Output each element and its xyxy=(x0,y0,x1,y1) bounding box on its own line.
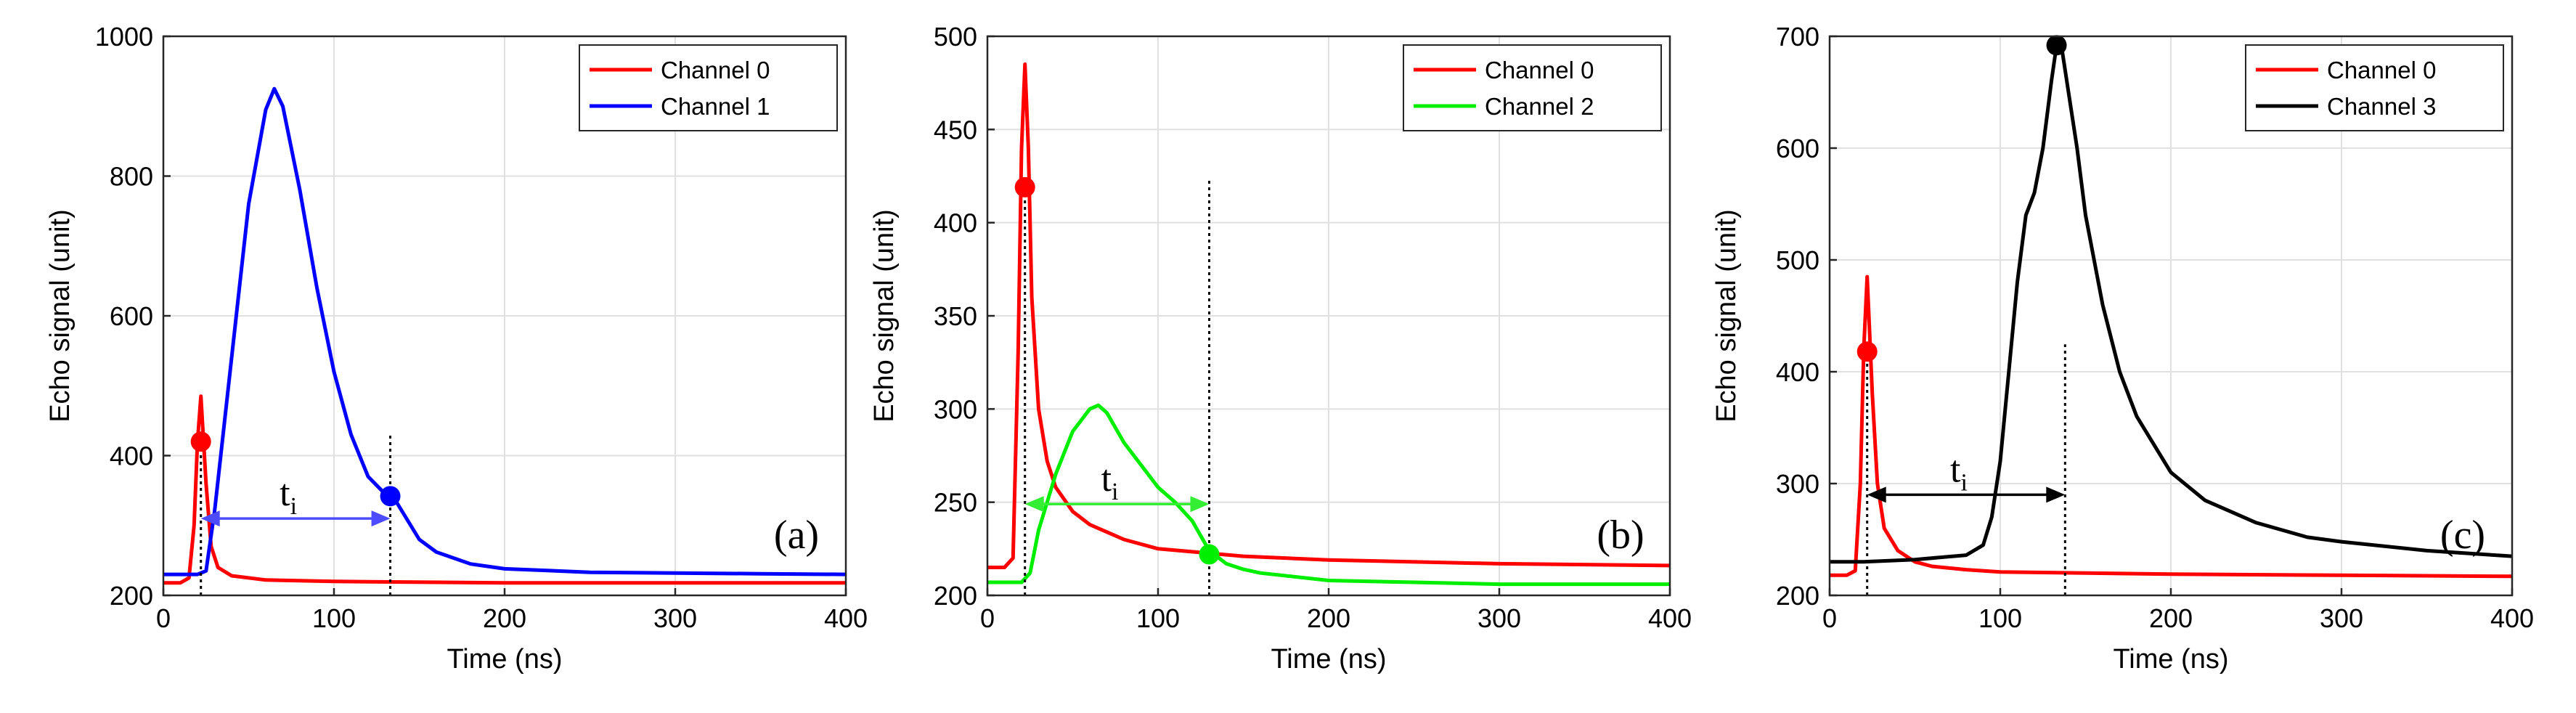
y-tick-label: 200 xyxy=(1776,581,1819,611)
y-tick-label: 450 xyxy=(934,115,977,144)
chart-panel-b: ti 0 100 200 300 400 200 250 300 350 400 450 500 Time… xyxy=(869,22,1692,675)
peak-marker-channel-1 xyxy=(380,486,401,507)
ti-label-main: t xyxy=(280,473,290,514)
panel-label: (c) xyxy=(2440,513,2485,558)
y-tick-label: 700 xyxy=(1776,22,1819,52)
x-tick-label: 200 xyxy=(483,603,526,633)
peak-marker-channel-0 xyxy=(1856,341,1878,362)
y-axis-label: Echo signal (unit) xyxy=(869,209,900,423)
chart-panel-c: ti 0 100 200 300 400 200 300 400 500 600 700 Time (n… xyxy=(1711,22,2534,675)
y-tick-label: 400 xyxy=(1776,357,1819,387)
ti-arrow-head-left xyxy=(1867,486,1886,503)
y-tick-label: 800 xyxy=(110,162,153,192)
peak-marker-channel-3 xyxy=(2046,35,2067,56)
x-tick-label: 200 xyxy=(2149,603,2193,633)
x-tick-label: 400 xyxy=(1648,603,1692,633)
x-tick-label: 0 xyxy=(156,603,171,633)
x-tick-label: 0 xyxy=(1822,603,1837,633)
y-tick-label: 300 xyxy=(934,394,977,424)
y-tick-label: 350 xyxy=(934,301,977,331)
y-tick-label: 400 xyxy=(934,208,977,238)
y-tick-label: 250 xyxy=(934,488,977,518)
peak-marker-channel-0 xyxy=(1014,176,1035,197)
ti-label-subscript: i xyxy=(1112,478,1118,505)
chart-panel-a: ti 0 100 200 300 400 200 400 600 800 1000 Time (ns)… xyxy=(45,22,868,675)
y-tick-label: 600 xyxy=(110,301,153,331)
series-line-channel-0 xyxy=(987,62,1671,569)
x-tick-label: 300 xyxy=(1477,603,1521,633)
ti-arrow-head-left xyxy=(1024,496,1044,513)
ti-label: ti xyxy=(1101,458,1119,505)
peak-marker-channel-2 xyxy=(1199,544,1220,565)
y-tick-label: 600 xyxy=(1776,134,1819,163)
y-tick-label: 1000 xyxy=(95,22,153,52)
x-tick-label: 400 xyxy=(2490,603,2534,633)
x-tick-label: 300 xyxy=(2320,603,2363,633)
x-tick-label: 400 xyxy=(824,603,868,633)
y-axis-label: Echo signal (unit) xyxy=(1711,209,1742,423)
ti-label: ti xyxy=(1950,449,1968,496)
y-axis-label: Echo signal (unit) xyxy=(45,209,76,423)
series-line-channel-1 xyxy=(163,86,847,576)
peak-marker-channel-0 xyxy=(190,431,211,452)
series-line-channel-2 xyxy=(987,403,1670,587)
ti-arrow-head-right xyxy=(1190,496,1210,513)
ti-arrow-head-right xyxy=(371,510,391,527)
x-axis-label: Time (ns) xyxy=(2113,644,2228,675)
ti-arrow-head-left xyxy=(200,510,220,527)
x-axis-label: Time (ns) xyxy=(1271,644,1386,675)
y-tick-label: 200 xyxy=(934,581,977,611)
x-tick-label: 100 xyxy=(312,603,356,633)
x-tick-label: 100 xyxy=(1136,603,1180,633)
x-tick-label: 0 xyxy=(980,603,995,633)
legend-entry: Channel 0 xyxy=(1485,57,1594,83)
ti-label-main: t xyxy=(1950,449,1961,490)
legend-entry: Channel 2 xyxy=(1485,93,1594,120)
y-tick-label: 200 xyxy=(110,581,153,611)
panel-label: (a) xyxy=(774,513,819,558)
x-tick-label: 200 xyxy=(1307,603,1350,633)
ti-label-main: t xyxy=(1101,458,1112,500)
panel-label: (b) xyxy=(1597,513,1644,558)
x-tick-label: 300 xyxy=(653,603,697,633)
x-tick-label: 100 xyxy=(1978,603,2022,633)
legend-box xyxy=(579,44,838,131)
y-tick-label: 300 xyxy=(1776,469,1819,499)
x-axis-label: Time (ns) xyxy=(447,644,562,675)
series-line-channel-0 xyxy=(1830,274,2513,579)
legend-box xyxy=(2245,44,2504,131)
legend-box xyxy=(1403,44,1662,131)
y-tick-label: 500 xyxy=(934,22,977,52)
ti-arrow-head-right xyxy=(2046,486,2066,503)
y-tick-label: 400 xyxy=(110,441,153,471)
ti-label: ti xyxy=(280,473,297,520)
y-tick-label: 500 xyxy=(1776,245,1819,275)
ti-label-subscript: i xyxy=(1960,469,1967,496)
legend-entry: Channel 3 xyxy=(2327,93,2436,120)
legend-entry: Channel 0 xyxy=(661,57,770,83)
legend-entry: Channel 1 xyxy=(661,93,770,120)
ti-label-subscript: i xyxy=(290,493,297,520)
legend-entry: Channel 0 xyxy=(2327,57,2436,83)
